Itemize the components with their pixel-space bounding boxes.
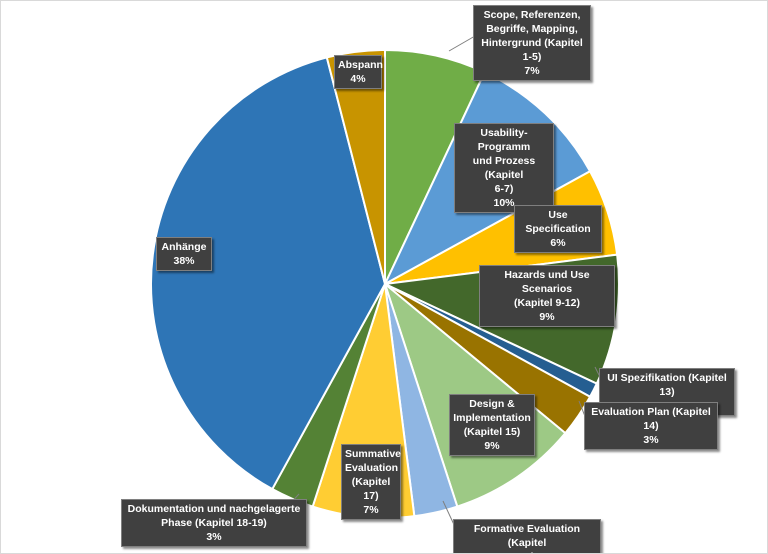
data-label-name: Anhänge — [161, 241, 207, 253]
data-label: Usability-Programm und Prozess (Kapitel 6-… — [454, 123, 554, 213]
data-label-name: Phase (Kapitel 18-19) — [161, 517, 267, 529]
data-label-percent: 6% — [550, 237, 566, 249]
data-label: Scope, Referenzen, Begriffe, Mapping, Hint… — [473, 5, 591, 81]
data-label-name: und Prozess (Kapitel — [472, 155, 536, 181]
data-label-name: Implementation — [453, 412, 531, 424]
data-label-name: 6-7) — [494, 183, 514, 195]
data-label-name: (Kapitel 15) — [463, 426, 521, 438]
data-label-name: Begriffe, Mapping, — [486, 23, 578, 35]
data-label-percent: 9% — [484, 440, 500, 452]
data-label: Summative Evaluation (Kapitel 17) 7% — [341, 444, 401, 520]
data-label-name: Abspann — [338, 59, 383, 71]
data-label-name: Use Specification — [525, 209, 591, 235]
data-label-percent: 10% — [493, 197, 515, 209]
data-label-name: Usability-Programm — [477, 127, 531, 153]
data-label: Abspann 4% — [334, 55, 383, 89]
data-label-percent: 3% — [206, 531, 222, 543]
data-label: Use Specification 6% — [514, 205, 602, 253]
data-label: Design & Implementation (Kapitel 15) 9% — [449, 394, 535, 456]
data-label-name: (Kapitel 17) — [351, 476, 391, 502]
data-label-name: Scope, Referenzen, — [483, 9, 581, 21]
data-label-name: 16) — [457, 550, 597, 553]
data-label-percent: 38% — [173, 255, 195, 267]
data-label-name: UI Spezifikation (Kapitel 13) — [607, 372, 727, 398]
data-label: Evaluation Plan (Kapitel 14) 3% — [584, 402, 718, 450]
data-label: Anhänge 38% — [156, 237, 212, 271]
data-label-name: Dokumentation und nachgelagerte — [127, 503, 301, 515]
data-label-name: Summative — [345, 448, 402, 460]
data-label: Dokumentation und nachgelagerte Phase (Ka… — [121, 499, 307, 547]
pie-slice — [150, 56, 387, 491]
pie-slice — [325, 48, 386, 285]
leader-line — [448, 35, 476, 52]
data-label-name: Formative Evaluation (Kapitel — [473, 523, 581, 549]
data-label-percent: 7% — [524, 65, 540, 77]
data-label: Hazards und Use Scenarios (Kapitel 9-12) 9… — [479, 265, 615, 327]
data-label-name: Design & — [469, 398, 515, 410]
data-label-name: Evaluation Plan (Kapitel 14) — [591, 406, 711, 432]
data-label-name: Evaluation — [345, 462, 399, 474]
data-label-percent: 7% — [363, 504, 379, 516]
data-label-name: Hintergrund (Kapitel 1-5) — [481, 37, 583, 63]
data-label-percent: 4% — [350, 73, 366, 85]
data-label-name: Hazards und Use Scenarios — [504, 269, 590, 295]
data-label: Formative Evaluation (Kapitel16)3% — [453, 519, 601, 553]
data-label-name: (Kapitel 9-12) — [514, 297, 580, 309]
data-label-percent: 3% — [643, 434, 659, 446]
data-label-percent: 9% — [539, 311, 555, 323]
